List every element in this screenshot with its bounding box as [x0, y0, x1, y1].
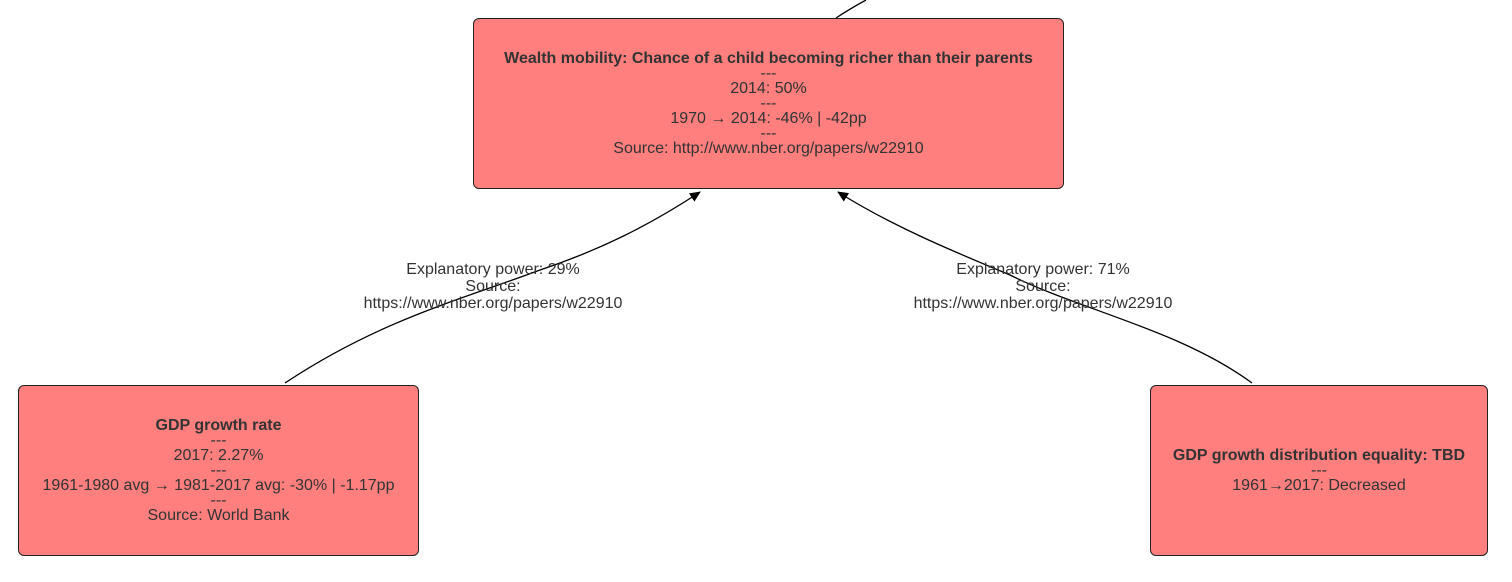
separator: ---: [210, 492, 227, 509]
node-gdp-growth-rate-title: GDP growth rate: [155, 417, 282, 434]
edge-left-power: Explanatory power: 29%: [406, 261, 580, 278]
edge-right-source-label: Source:: [1015, 278, 1071, 295]
node-gdp-growth-distribution-equality[interactable]: GDP growth distribution equality: TBD --…: [1150, 385, 1488, 556]
edge-incoming-top: [835, 0, 867, 19]
separator: ---: [210, 462, 227, 479]
edge-right-power: Explanatory power: 71%: [956, 261, 1130, 278]
node-gdp-equality-change: 1961→2017: Decreased: [1232, 477, 1406, 494]
separator: ---: [210, 432, 227, 449]
edge-right-source-url: https://www.nber.org/papers/w22910: [913, 295, 1173, 312]
separator: ---: [1311, 462, 1327, 479]
node-gdp-growth-rate-change: 1961-1980 avg → 1981-2017 avg: -30% | -1…: [42, 477, 395, 494]
separator: ---: [760, 65, 777, 82]
node-gdp-growth-rate-source: Source: World Bank: [147, 507, 290, 524]
node-wealth-mobility-title: Wealth mobility: Chance of a child becom…: [504, 50, 1033, 67]
edge-label-left: Explanatory power: 29% Source: https://w…: [343, 261, 643, 312]
edge-gdp-growth-to-wealth-mobility: [284, 191, 701, 384]
node-gdp-growth-rate-value: 2017: 2.27%: [173, 447, 264, 464]
edge-label-right: Explanatory power: 71% Source: https://w…: [893, 261, 1193, 312]
node-gdp-equality-title: GDP growth distribution equality: TBD: [1172, 447, 1466, 464]
node-wealth-mobility-value: 2014: 50%: [730, 80, 807, 97]
node-wealth-mobility-source: Source: http://www.nber.org/papers/w2291…: [613, 140, 924, 157]
node-wealth-mobility[interactable]: Wealth mobility: Chance of a child becom…: [473, 18, 1064, 189]
edge-left-source-url: https://www.nber.org/papers/w22910: [363, 295, 623, 312]
separator: ---: [760, 95, 777, 112]
separator: ---: [760, 125, 777, 142]
node-wealth-mobility-change: 1970 → 2014: -46% | -42pp: [670, 110, 867, 127]
edge-left-source-label: Source:: [465, 278, 521, 295]
edge-gdp-equality-to-wealth-mobility: [837, 191, 1253, 384]
node-gdp-growth-rate[interactable]: GDP growth rate --- 2017: 2.27% --- 1961…: [18, 385, 419, 556]
